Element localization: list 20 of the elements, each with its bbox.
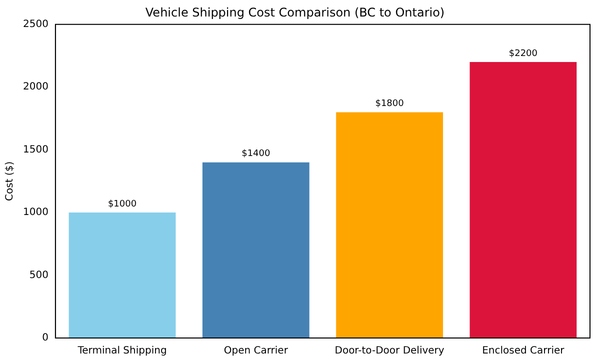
data-label: $2200 bbox=[508, 48, 538, 59]
bar bbox=[336, 112, 443, 338]
bar bbox=[470, 62, 577, 338]
y-axis-title: Cost ($) bbox=[4, 161, 16, 201]
data-label: $1000 bbox=[108, 199, 137, 210]
y-tick-label: 2000 bbox=[22, 82, 48, 93]
x-tick-label: Open Carrier bbox=[224, 346, 289, 357]
y-tick-label: 1500 bbox=[22, 144, 48, 156]
x-tick-label: Terminal Shipping bbox=[76, 346, 167, 357]
bar bbox=[68, 212, 176, 338]
y-tick-label: 1000 bbox=[22, 207, 48, 218]
data-label: $1800 bbox=[375, 99, 404, 110]
bar bbox=[202, 162, 310, 338]
y-tick-label: 500 bbox=[29, 270, 48, 281]
data-label: $1400 bbox=[242, 149, 270, 160]
chart-title: Vehicle Shipping Cost Comparison (BC to Ontario) bbox=[145, 5, 445, 20]
x-tick-label: Enclosed Carrier bbox=[482, 346, 566, 357]
y-tick-label: 2500 bbox=[22, 18, 48, 30]
y-tick-label: 0 bbox=[42, 332, 48, 344]
x-tick-label: Door-to-Door Delivery bbox=[334, 346, 444, 357]
